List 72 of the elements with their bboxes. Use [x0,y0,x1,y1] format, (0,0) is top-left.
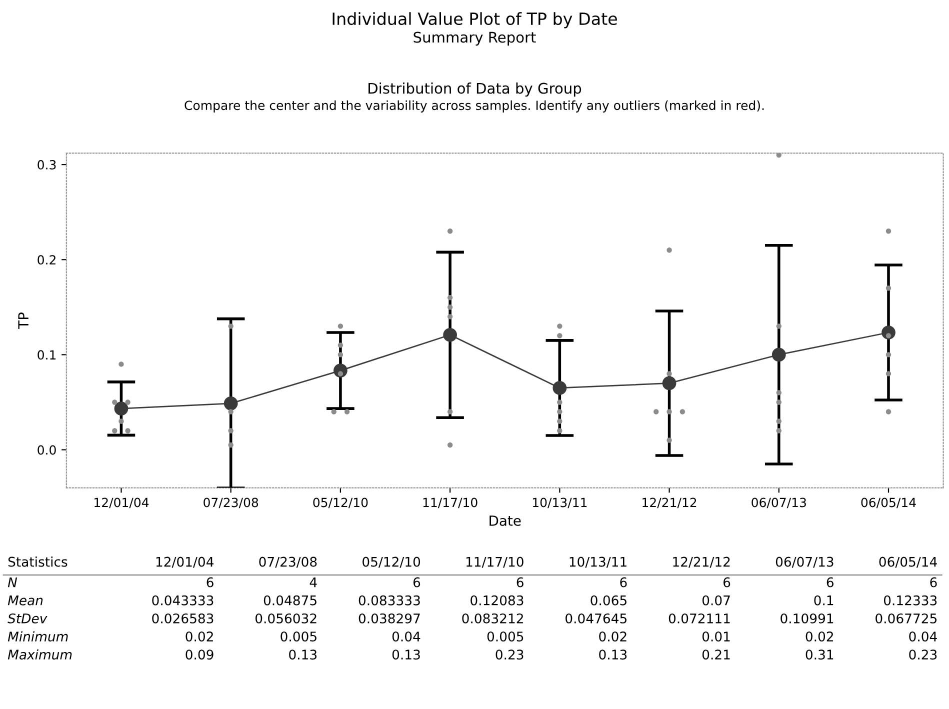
text: 0.026583 [152,613,214,624]
text: Minimum [8,631,68,642]
text: 0.23 [496,650,524,660]
text: 0.13 [599,650,627,660]
text: 0.083212 [462,613,523,624]
text: StDev [8,613,48,624]
text: Maximum [8,649,72,660]
text: 0.23 [909,650,937,660]
text: 6 [516,577,524,588]
text: 0.31 [806,650,834,660]
text: 0.04 [909,632,937,642]
text: 0.083333 [358,595,420,606]
text: 0.02 [806,632,833,642]
text: 05/12/10 [362,556,420,568]
text: 0.09 [186,650,214,660]
text: 0.13 [392,650,420,660]
text: 12/01/04 [156,556,214,568]
text: 0.02 [186,632,213,642]
text: 6 [620,577,627,588]
text: 6 [826,577,834,588]
chart-subtitle: Summary Report [414,32,536,46]
x-tick-label: 11/17/10 [423,498,478,508]
text: Distribution of Data by Group [368,82,582,97]
x-tick-label: 12/21/12 [642,498,696,508]
text: Mean [8,596,43,606]
y-tick-label: 0.0 [38,445,56,455]
text: 0.038297 [358,613,420,624]
text: 0.04 [392,632,420,642]
text: 0.065 [590,595,626,606]
text: 0.10991 [780,613,834,624]
text: 0.02 [599,632,626,642]
text: 06/07/13 [776,556,834,568]
text: 0.056032 [255,613,316,624]
x-tick-label: 06/07/13 [752,498,806,508]
text: 0.01 [702,632,730,642]
text: N [8,577,18,588]
text: 6 [930,577,937,588]
x-tick-label: 07/23/08 [204,498,258,508]
x-tick-label: 12/01/04 [94,498,149,508]
text: 0.005 [487,632,524,642]
text: Statistics [8,556,68,567]
y-tick-label: 0.3 [38,160,56,170]
x-tick-label: 05/12/10 [313,498,368,508]
text: 10/13/11 [570,556,626,568]
y-tick-label: 0.1 [38,350,56,360]
text: 6 [723,577,730,588]
text: 0.12083 [470,595,524,606]
text: 6 [206,577,214,588]
text: 6 [413,577,420,588]
text: 0.072111 [668,613,730,624]
text: 11/17/10 [466,556,524,568]
text: 06/05/14 [879,556,937,568]
y-tick-label: 0.2 [38,255,56,265]
text: 0.1 [814,595,834,606]
text: 4 [310,577,317,588]
text: 0.12333 [884,595,937,606]
text: 0.047645 [566,613,626,624]
x-tick-label: 10/13/11 [532,498,587,508]
text: 0.04875 [264,595,316,606]
text: 0.21 [702,650,730,660]
text: 0.043333 [152,595,214,606]
chart-title: Individual Value Plot of TP by Date [332,12,617,28]
text: Compare the center and the variability across samples. Identify any outliers (marked in red). [184,100,764,112]
text: 12/21/12 [673,556,730,568]
text: 0.13 [289,650,317,660]
text: 0.005 [280,632,316,642]
x-axis-title: Date [490,516,521,526]
text: 0.07 [702,595,730,606]
text: 07/23/08 [259,556,317,568]
x-tick-label: 06/05/14 [861,498,916,508]
y-axis-title: TP [18,312,28,329]
text: 0.067725 [876,613,937,624]
